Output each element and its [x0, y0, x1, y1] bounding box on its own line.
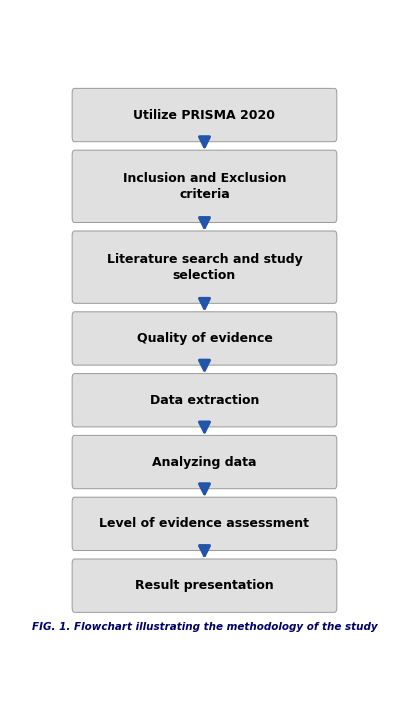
- FancyBboxPatch shape: [72, 231, 337, 303]
- Text: Inclusion and Exclusion
criteria: Inclusion and Exclusion criteria: [123, 172, 286, 201]
- Text: Analyzing data: Analyzing data: [152, 456, 257, 469]
- FancyBboxPatch shape: [72, 374, 337, 427]
- FancyBboxPatch shape: [72, 89, 337, 142]
- Text: Level of evidence assessment: Level of evidence assessment: [99, 518, 310, 531]
- FancyBboxPatch shape: [72, 435, 337, 489]
- FancyBboxPatch shape: [72, 150, 337, 222]
- FancyBboxPatch shape: [72, 497, 337, 550]
- Text: FIG. 1. Flowchart illustrating the methodology of the study: FIG. 1. Flowchart illustrating the metho…: [32, 622, 377, 632]
- Text: Data extraction: Data extraction: [150, 394, 259, 407]
- Text: Result presentation: Result presentation: [135, 579, 274, 593]
- Text: Utilize PRISMA 2020: Utilize PRISMA 2020: [134, 108, 275, 121]
- Text: Literature search and study
selection: Literature search and study selection: [107, 253, 302, 281]
- Text: Quality of evidence: Quality of evidence: [136, 332, 273, 345]
- FancyBboxPatch shape: [72, 312, 337, 365]
- FancyBboxPatch shape: [72, 559, 337, 612]
